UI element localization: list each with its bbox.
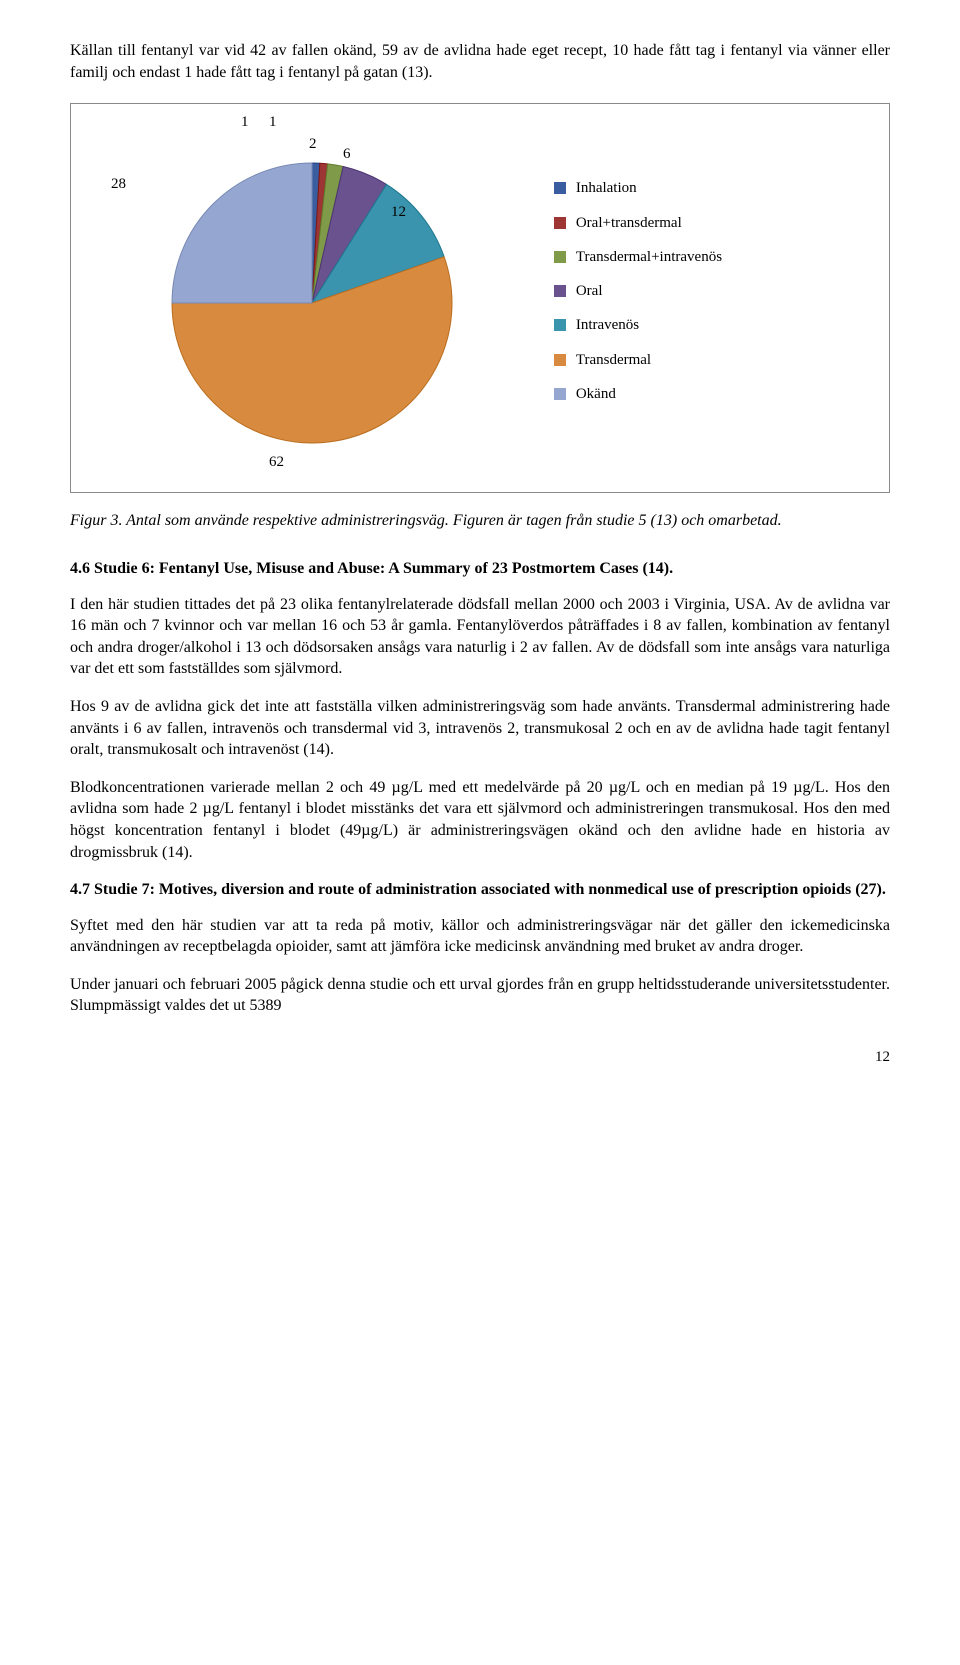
pie-slice-value: 2: [309, 134, 317, 154]
page-number: 12: [70, 1047, 890, 1067]
legend-swatch: [554, 388, 566, 400]
pie-slice-value: 6: [343, 144, 351, 164]
pie-slice-value: 62: [269, 452, 284, 472]
body-paragraph: Blodkoncentrationen varierade mellan 2 o…: [70, 777, 890, 863]
pie-chart: 1126126228: [81, 114, 544, 482]
legend-label: Transdermal: [576, 350, 651, 370]
legend-label: Intravenös: [576, 315, 639, 335]
chart-legend: Inhalation Oral+transdermal Transdermal+in…: [544, 178, 879, 418]
legend-label: Inhalation: [576, 178, 637, 198]
legend-label: Oral+transdermal: [576, 213, 682, 233]
body-paragraph: I den här studien tittades det på 23 oli…: [70, 594, 890, 680]
legend-item: Intravenös: [554, 315, 879, 335]
body-paragraph: Hos 9 av de avlidna gick det inte att fa…: [70, 696, 890, 761]
pie-svg: [157, 143, 467, 453]
legend-swatch: [554, 251, 566, 263]
legend-item: Okänd: [554, 384, 879, 404]
section-heading-4-6: 4.6 Studie 6: Fentanyl Use, Misuse and A…: [70, 558, 890, 580]
legend-item: Inhalation: [554, 178, 879, 198]
figure-caption: Figur 3. Antal som använde respektive ad…: [70, 511, 890, 532]
body-paragraph: Syftet med den här studien var att ta re…: [70, 915, 890, 958]
legend-swatch: [554, 319, 566, 331]
pie-slice-value: 1: [241, 112, 249, 132]
legend-label: Oral: [576, 281, 603, 301]
legend-label: Okänd: [576, 384, 616, 404]
pie-slice: [172, 163, 312, 303]
legend-swatch: [554, 285, 566, 297]
legend-swatch: [554, 182, 566, 194]
legend-item: Oral+transdermal: [554, 213, 879, 233]
body-paragraph: Under januari och februari 2005 pågick d…: [70, 974, 890, 1017]
pie-slice-value: 1: [269, 112, 277, 132]
legend-item: Transdermal+intravenös: [554, 247, 879, 267]
legend-swatch: [554, 217, 566, 229]
pie-slice-value: 12: [391, 202, 406, 222]
legend-label: Transdermal+intravenös: [576, 247, 722, 267]
pie-chart-figure: 1126126228 InhalationOral+transdermalTra…: [70, 103, 890, 493]
legend-swatch: [554, 354, 566, 366]
pie-slice-value: 28: [111, 174, 126, 194]
intro-paragraph: Källan till fentanyl var vid 42 av falle…: [70, 40, 890, 83]
legend-item: Transdermal: [554, 350, 879, 370]
section-heading-4-7: 4.7 Studie 7: Motives, diversion and rou…: [70, 879, 890, 901]
legend-item: Oral: [554, 281, 879, 301]
chart-inner: 1126126228 InhalationOral+transdermalTra…: [81, 114, 879, 482]
